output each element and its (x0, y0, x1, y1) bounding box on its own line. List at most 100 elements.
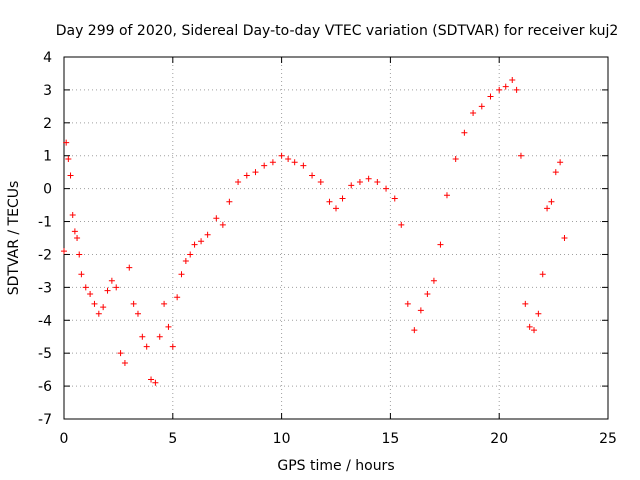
data-point (113, 284, 120, 291)
data-point (561, 235, 568, 241)
data-point (169, 343, 176, 350)
data-point (291, 159, 298, 166)
x-tick-label: 0 (60, 431, 69, 447)
data-point (398, 221, 405, 228)
data-point (365, 175, 372, 182)
data-points (61, 77, 568, 386)
data-point (91, 300, 98, 307)
data-point (152, 379, 159, 386)
data-point (69, 211, 76, 218)
y-axis-label: SDTVAR / TECUs (6, 181, 22, 296)
data-point (404, 300, 411, 307)
x-tick-label: 5 (168, 431, 177, 447)
plot-area-frame (63, 56, 609, 420)
data-point (174, 294, 181, 301)
y-tick-label: 1 (43, 149, 52, 165)
data-point (411, 327, 418, 334)
data-point (104, 287, 111, 294)
data-point (374, 179, 381, 186)
data-point (252, 169, 259, 176)
data-point (278, 152, 285, 159)
data-point (544, 205, 551, 212)
data-point (117, 350, 124, 357)
data-point (100, 304, 107, 311)
data-point (531, 327, 538, 334)
data-point (87, 290, 94, 297)
data-point (130, 300, 137, 307)
data-point (71, 228, 78, 235)
data-point (285, 156, 292, 163)
data-point (326, 198, 333, 205)
x-tick-label: 25 (599, 431, 617, 447)
data-point (383, 185, 390, 192)
x-tick-label: 20 (490, 431, 508, 447)
data-point (391, 195, 398, 202)
data-point (148, 376, 155, 383)
data-point (143, 343, 150, 350)
y-tick-label: -5 (38, 346, 52, 362)
data-point (198, 238, 205, 245)
data-point (65, 156, 72, 163)
data-point (509, 77, 516, 84)
y-tick-label: -6 (38, 379, 52, 395)
data-point (517, 152, 524, 159)
data-point (502, 83, 509, 90)
data-point (557, 159, 564, 166)
y-tick-label: 4 (43, 50, 52, 66)
data-point (526, 323, 533, 330)
data-point (417, 307, 424, 314)
x-tick-label: 10 (273, 431, 291, 447)
data-point (226, 198, 233, 205)
data-point (187, 251, 194, 258)
data-point (539, 271, 546, 278)
data-point (309, 172, 316, 179)
data-point (121, 360, 128, 367)
y-tick-label: -7 (38, 412, 52, 428)
data-point (165, 323, 172, 330)
data-point (76, 251, 83, 258)
y-tick-label: -3 (38, 280, 52, 296)
data-point (535, 310, 542, 317)
data-point (333, 205, 339, 212)
data-point (356, 179, 363, 186)
data-point (470, 109, 477, 116)
data-point (339, 195, 346, 202)
data-point (261, 162, 268, 169)
axis-ticks: 0 5 10 15 20 25 -7 -6 -5 -4 -3 -2 -1 0 1 2 3 4 (38, 50, 617, 447)
data-point (300, 162, 307, 169)
data-point (191, 241, 198, 248)
data-point (67, 172, 74, 179)
data-point (424, 290, 431, 297)
data-point (522, 300, 529, 307)
data-point (78, 271, 85, 278)
data-point (496, 86, 503, 93)
y-tick-label: -4 (38, 313, 52, 329)
data-point (430, 277, 437, 284)
data-point (95, 310, 102, 317)
data-point (63, 139, 70, 146)
x-tick-label: 15 (381, 431, 399, 447)
data-point (213, 215, 220, 222)
x-axis-label: GPS time / hours (277, 458, 394, 474)
data-point (437, 241, 444, 248)
data-point (269, 159, 276, 166)
data-point (108, 277, 115, 284)
data-point (461, 129, 468, 136)
data-point (178, 271, 185, 278)
data-point (82, 284, 89, 291)
y-tick-label: 0 (43, 182, 52, 198)
data-point (139, 333, 146, 340)
y-tick-label: -1 (38, 215, 52, 231)
grid-lines (64, 57, 608, 419)
chart-title: Day 299 of 2020, Sidereal Day-to-day VTE… (56, 23, 619, 39)
data-point (219, 221, 226, 228)
data-point (452, 156, 459, 163)
y-tick-label: -2 (38, 247, 52, 263)
data-point (235, 179, 242, 186)
y-tick-label: 3 (43, 83, 52, 99)
data-point (478, 103, 485, 110)
data-point (61, 248, 67, 255)
y-tick-label: 2 (43, 116, 52, 132)
data-point (552, 169, 559, 176)
